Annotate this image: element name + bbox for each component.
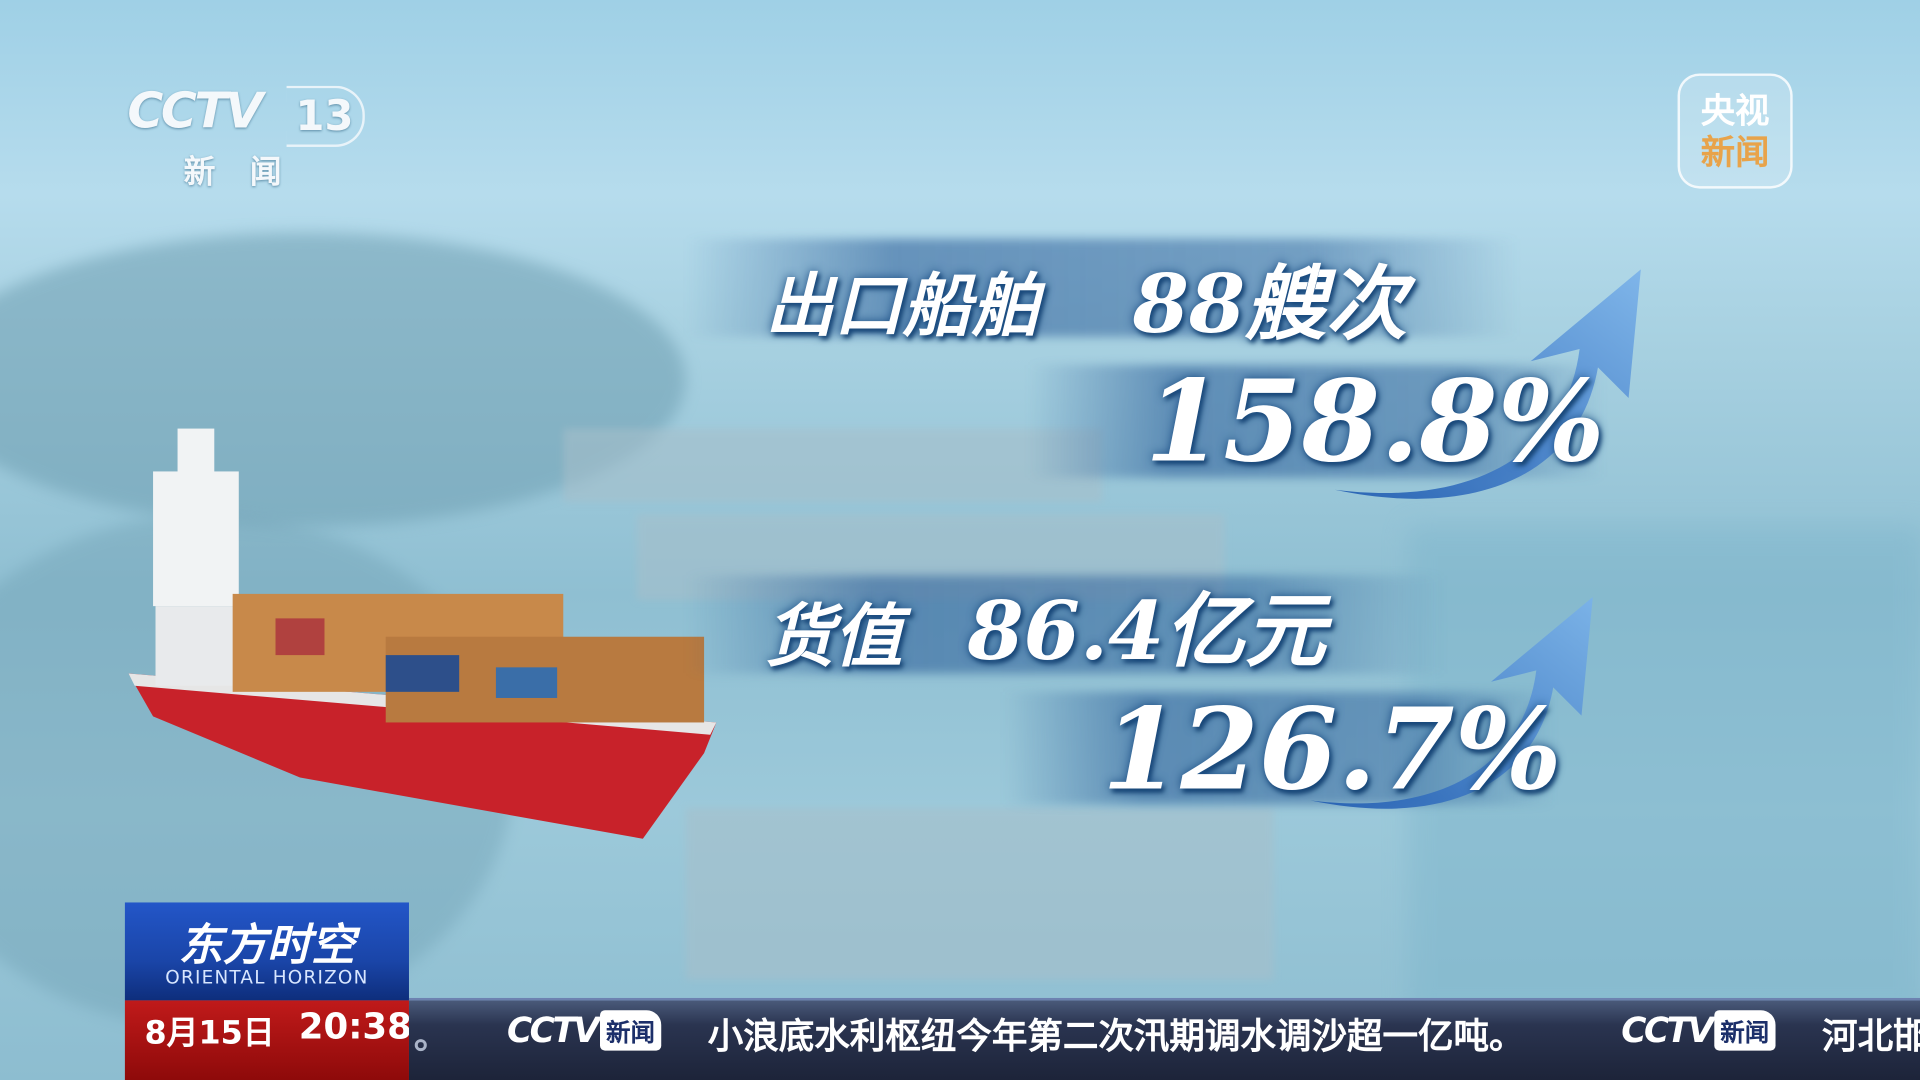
cctv-news-logo: CCTV 新闻	[1621, 1009, 1776, 1051]
channel-subtitle: 新闻	[183, 154, 316, 192]
cctv-news-watermark: 央视 新闻	[1677, 73, 1793, 189]
ticker-prev-tail: 。	[413, 1015, 450, 1057]
channel-number: 13	[286, 85, 365, 147]
program-logo: 东方时空 ORIENTAL HORIZON	[124, 902, 409, 1001]
background-shipyard	[563, 428, 1103, 503]
ticker-logo-badge: 新闻	[599, 1009, 662, 1051]
program-title: 东方时空	[178, 920, 356, 972]
stat-label-value: 货值	[765, 596, 903, 678]
stat-label-ships: 出口船舶	[765, 265, 1040, 347]
ticker-logo-text: CCTV	[506, 1009, 600, 1051]
ticker-headline: 小浪底水利枢纽今年第二次汛期调水调沙超一亿吨。	[707, 1015, 1525, 1057]
stat-growth-ships: 158.8%	[1144, 355, 1605, 488]
growth-arrow-icon	[1334, 269, 1641, 499]
program-english: ORIENTAL HORIZON	[165, 966, 369, 989]
stat-growth-value: 126.7%	[1102, 683, 1562, 816]
ticker-logo-badge: 新闻	[1714, 1009, 1776, 1051]
ticker-next-headline: 河北邯	[1822, 1015, 1920, 1057]
cctv-news-logo: CCTV 新闻	[506, 1009, 662, 1051]
cctv-logo: CCTV	[127, 83, 263, 140]
ticker-logo-text: CCTV	[1621, 1009, 1714, 1051]
container-ship-image	[128, 428, 717, 839]
background-shipyard	[685, 808, 1274, 980]
stat-value-ships: 88艘次	[1132, 255, 1407, 352]
time: 20:38	[298, 1005, 412, 1047]
watermark-line1: 央视	[1700, 90, 1770, 132]
growth-arrow-icon	[1310, 596, 1593, 809]
date-time-box: 8月15日 20:38	[124, 1000, 412, 1080]
date: 8月15日	[144, 1015, 275, 1052]
highlight-band	[685, 238, 1519, 337]
highlight-band	[1028, 364, 1605, 478]
stat-value-value: 86.4亿元	[967, 582, 1326, 679]
highlight-band	[685, 575, 1445, 674]
watermark-line2: 新闻	[1700, 132, 1770, 173]
news-ticker: 。 CCTV 新闻 小浪底水利枢纽今年第二次汛期调水调沙超一亿吨。 CCTV 新…	[408, 997, 1920, 1080]
